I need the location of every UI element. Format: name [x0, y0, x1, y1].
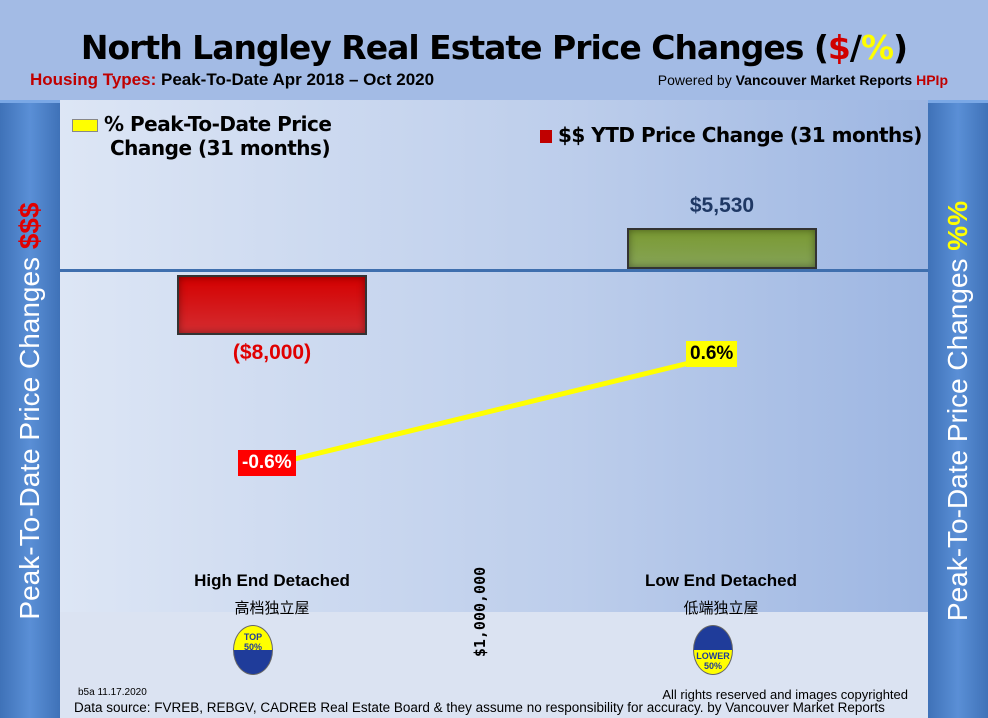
- chart-title: North Langley Real Estate Price Changes …: [80, 28, 908, 67]
- subtitle: Housing Types: Peak-To-Date Apr 2018 – O…: [30, 70, 435, 89]
- percent-line: [269, 353, 719, 468]
- data-source: Data source: FVREB, REBGV, CADREB Real E…: [74, 700, 885, 715]
- category-label: High End Detached: [194, 571, 350, 590]
- category-label-cn: 高档独立屋: [234, 600, 310, 617]
- zero-axis: [60, 269, 928, 272]
- legend-bar-swatch: [540, 130, 552, 143]
- percent-label: 0.6%: [686, 341, 738, 367]
- legend-line-swatch: [72, 119, 98, 132]
- plot-area: [60, 100, 928, 612]
- bar: [627, 227, 817, 269]
- legend-bar: $$ YTD Price Change (31 months): [540, 123, 922, 147]
- powered-by: Powered by Vancouver Market Reports HPIp: [657, 72, 948, 88]
- bar-value-label: ($8,000): [232, 341, 312, 364]
- version-stamp: b5a 11.17.2020: [78, 687, 147, 698]
- category-label-cn: 低端独立屋: [683, 600, 759, 617]
- category-label: Low End Detached: [644, 571, 798, 590]
- divider-label: $1,000,000: [471, 566, 489, 658]
- top-50-badge: TOP 50%: [233, 625, 273, 675]
- legend-line: % Peak-To-Date Price Change (31 months): [72, 112, 332, 160]
- lower-band: [60, 612, 928, 718]
- bar-value-label: $5,530: [689, 193, 755, 217]
- left-axis-banner: Peak-To-Date Price Changes $$$: [0, 100, 60, 718]
- rights-text: All rights reserved and images copyright…: [662, 687, 908, 702]
- lower-50-badge: LOWER 50%: [693, 625, 733, 675]
- right-axis-banner: Peak-To-Date Price Changes %%: [928, 100, 988, 718]
- bar: [177, 275, 367, 335]
- percent-label: -0.6%: [238, 450, 296, 476]
